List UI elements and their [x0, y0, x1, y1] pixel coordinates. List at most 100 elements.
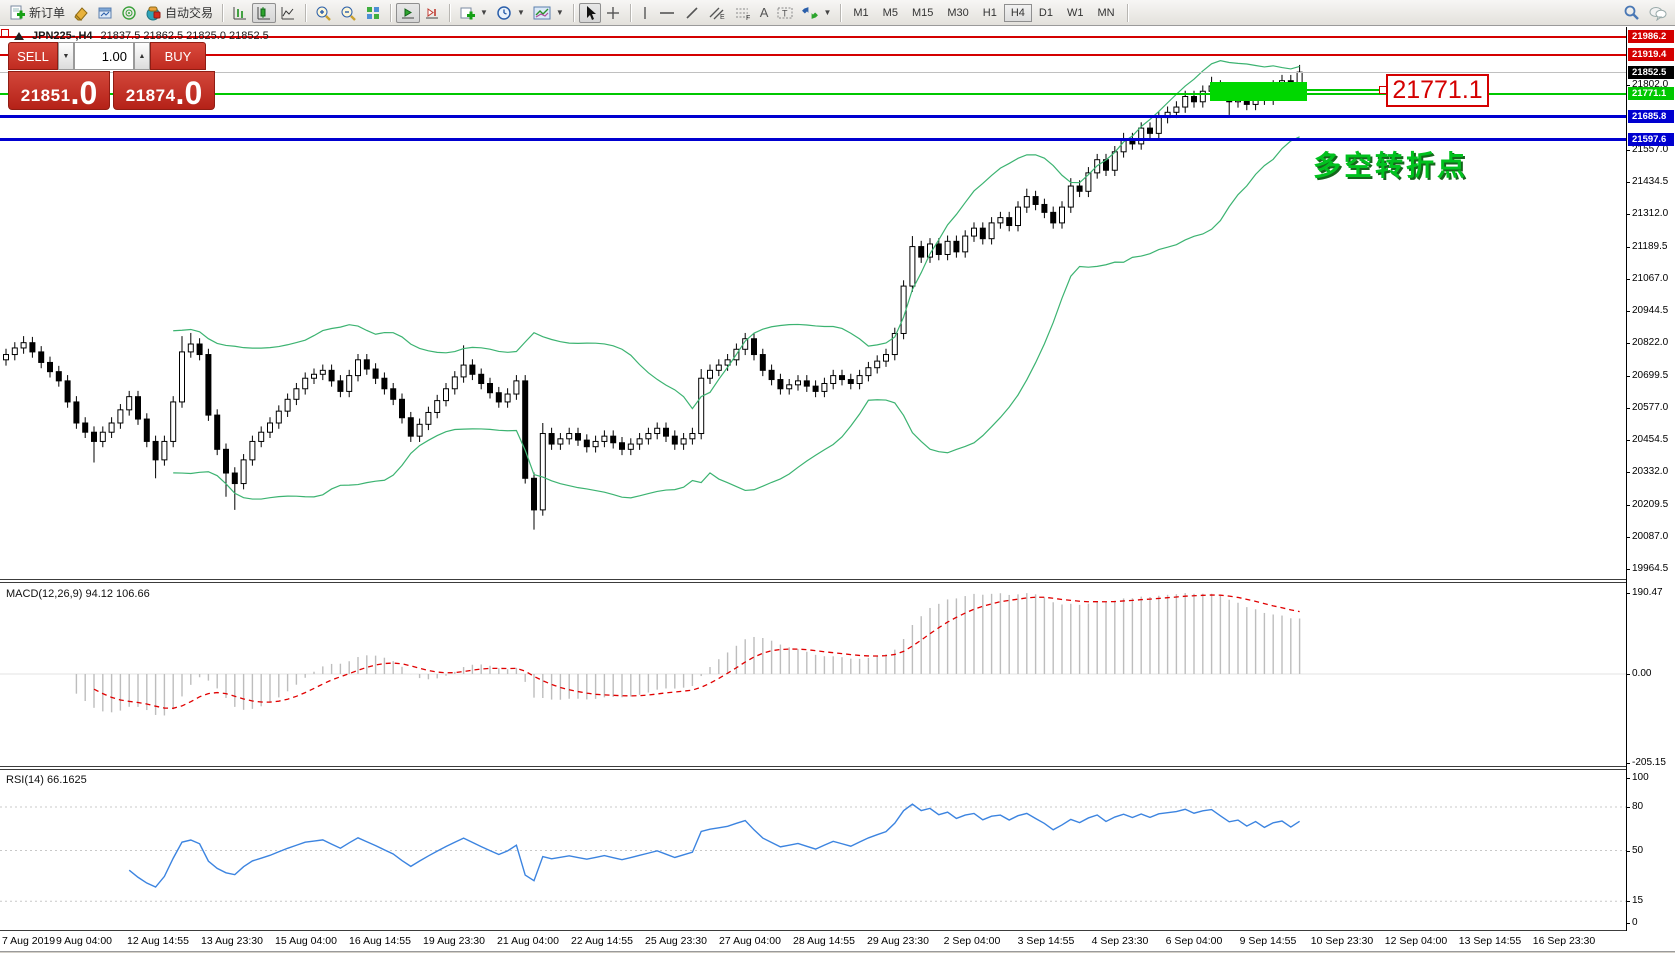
timeframe-button-m30[interactable]: M30 — [947, 6, 969, 19]
zoom-in-button[interactable] — [311, 3, 336, 23]
vertical-line-tool[interactable] — [636, 3, 654, 23]
macd-indicator-chart[interactable] — [0, 583, 1626, 768]
trendline-tool[interactable] — [680, 3, 704, 23]
buy-price-display[interactable]: 21874 .0 — [113, 71, 215, 110]
time-label: 7 Aug 2019 — [2, 935, 56, 947]
price-tick-20699.5: 20699.5 — [1625, 370, 1669, 381]
one-click-trade-panel: SELL ▼ 1.00 ▲ BUY 21851 .0 21874 .0 — [8, 42, 220, 110]
fibonacci-tool[interactable]: F — [730, 3, 756, 23]
eraser-button[interactable] — [69, 3, 93, 23]
horizontal-line-21852.5[interactable] — [0, 71, 1626, 73]
time-label: 16 Aug 14:55 — [349, 935, 411, 947]
market-watch-button[interactable] — [93, 3, 117, 23]
arrows-tool[interactable]: ▼ — [798, 3, 835, 23]
crosshair-tool-button[interactable] — [601, 3, 625, 23]
timeframe-button-d1[interactable]: D1 — [1038, 6, 1053, 19]
vertical-line-icon — [640, 5, 650, 21]
horizontal-line-21771.1[interactable] — [0, 92, 1626, 95]
auto-trading-icon — [145, 5, 161, 21]
rsi-label: RSI(14) 66.1625 — [6, 774, 87, 786]
horizontal-line-tool[interactable] — [654, 3, 680, 23]
price-axis[interactable]: 21802.0 21557.0 21434.5 21312.0 21189.5 21067… — [1625, 27, 1675, 931]
time-label: 28 Aug 14:55 — [793, 935, 855, 947]
time-label: 6 Sep 04:00 — [1165, 935, 1223, 947]
time-label: 22 Aug 14:55 — [571, 935, 633, 947]
rsi-scale-100: 100 — [1626, 772, 1649, 783]
price-badge-21771.1: 21771.1 — [1628, 87, 1674, 100]
sell-price-display[interactable]: 21851 .0 — [8, 71, 110, 110]
toolbar: 新订单 自动交易 ▼ ▼ — [0, 0, 1675, 26]
line-chart-mode-button[interactable] — [276, 3, 300, 23]
volume-input[interactable]: 1.00 — [74, 42, 134, 70]
cursor-tool-button[interactable] — [578, 2, 601, 23]
candlestick-icon — [256, 5, 272, 21]
sell-button[interactable]: SELL — [8, 42, 58, 70]
rsi-indicator-chart[interactable] — [0, 770, 1626, 930]
price-tick-20087: 20087.0 — [1625, 531, 1669, 542]
auto-scroll-button[interactable] — [396, 2, 421, 23]
zoom-out-button[interactable] — [336, 3, 361, 23]
text-tool[interactable]: A — [756, 3, 773, 23]
indicators-button[interactable]: ▼ — [455, 3, 492, 23]
horizontal-line-21685.8[interactable] — [0, 114, 1626, 118]
price-tick-20209.5: 20209.5 — [1625, 499, 1669, 510]
timeframe-button-m5[interactable]: M5 — [882, 6, 898, 19]
volume-decrease-button[interactable]: ▼ — [58, 42, 74, 70]
chinese-annotation[interactable]: 多空转折点 — [1313, 150, 1469, 181]
candlestick-mode-button[interactable] — [252, 2, 277, 23]
dropdown-caret: ▼ — [555, 8, 564, 17]
horizontal-line-21986.2[interactable] — [0, 36, 1626, 38]
horizontal-line-21919.4[interactable] — [0, 53, 1626, 56]
key-level-price-label[interactable]: 21771.1 — [1386, 74, 1489, 107]
timeframe-button-h4[interactable]: H4 — [1003, 3, 1032, 22]
rsi-window-separator[interactable] — [0, 766, 1675, 770]
fibonacci-icon: F — [734, 5, 752, 22]
bar-chart-mode-button[interactable] — [228, 3, 252, 23]
chart-shift-button[interactable] — [420, 3, 444, 23]
rsi-line — [128, 803, 1300, 888]
sound-button[interactable] — [117, 3, 141, 23]
text-label-tool[interactable]: T — [772, 3, 798, 23]
volume-increase-button[interactable]: ▲ — [134, 42, 150, 70]
price-tick-20332: 20332.0 — [1625, 466, 1669, 477]
highlight-zone-rectangle[interactable] — [1210, 82, 1307, 101]
new-order-button[interactable]: 新订单 — [5, 3, 69, 23]
line-chart-icon — [280, 5, 296, 21]
timeframe-button-mn[interactable]: MN — [1097, 6, 1115, 19]
time-label: 15 Aug 04:00 — [275, 935, 337, 947]
dropdown-caret: ▼ — [823, 8, 832, 17]
timeframe-button-m1[interactable]: M1 — [853, 6, 869, 19]
price-tick-21067: 21067.0 — [1625, 273, 1669, 284]
tile-windows-button[interactable] — [361, 3, 385, 23]
periods-button[interactable]: ▼ — [492, 3, 529, 23]
window-chart-icon — [97, 5, 113, 21]
time-label: 3 Sep 14:55 — [1017, 935, 1075, 947]
buy-button[interactable]: BUY — [150, 42, 206, 70]
price-tick-21557: 21557.0 — [1625, 144, 1669, 155]
search-button[interactable] — [1619, 3, 1644, 23]
zoom-in-icon — [315, 5, 332, 21]
macd-window-separator[interactable] — [0, 579, 1675, 583]
svg-text:T: T — [782, 8, 788, 18]
rsi-scale-50: 50 — [1625, 845, 1644, 856]
svg-text:F: F — [746, 15, 750, 21]
timeframe-button-m15[interactable]: M15 — [911, 6, 934, 19]
auto-trading-button[interactable]: 自动交易 — [141, 3, 217, 23]
main-price-chart[interactable] — [0, 27, 1626, 581]
price-badge-21919.4: 21919.4 — [1628, 48, 1674, 61]
time-label: 10 Sep 23:30 — [1310, 935, 1374, 947]
timeframe-button-w1[interactable]: W1 — [1066, 6, 1084, 19]
channel-tool[interactable]: E — [704, 3, 730, 23]
horizontal-line-21597.6[interactable] — [0, 137, 1626, 141]
templates-button[interactable]: ▼ — [529, 3, 568, 23]
timeframe-button-h1[interactable]: H1 — [982, 6, 997, 19]
price-badge-21852.5: 21852.5 — [1628, 66, 1674, 79]
chat-button[interactable] — [1644, 3, 1672, 23]
time-axis[interactable]: 7 Aug 2019 9 Aug 04:00 12 Aug 14:55 13 Aug … — [0, 931, 1626, 952]
label-connector-line[interactable] — [1307, 89, 1386, 91]
buy-price-main: 21874 — [125, 86, 176, 105]
macd-signal-line — [93, 594, 1300, 709]
chart-window-icon — [14, 31, 24, 41]
chart-symbol-period: JPN225-,H4 — [32, 30, 93, 42]
line-anchor-handle[interactable] — [1, 29, 9, 37]
